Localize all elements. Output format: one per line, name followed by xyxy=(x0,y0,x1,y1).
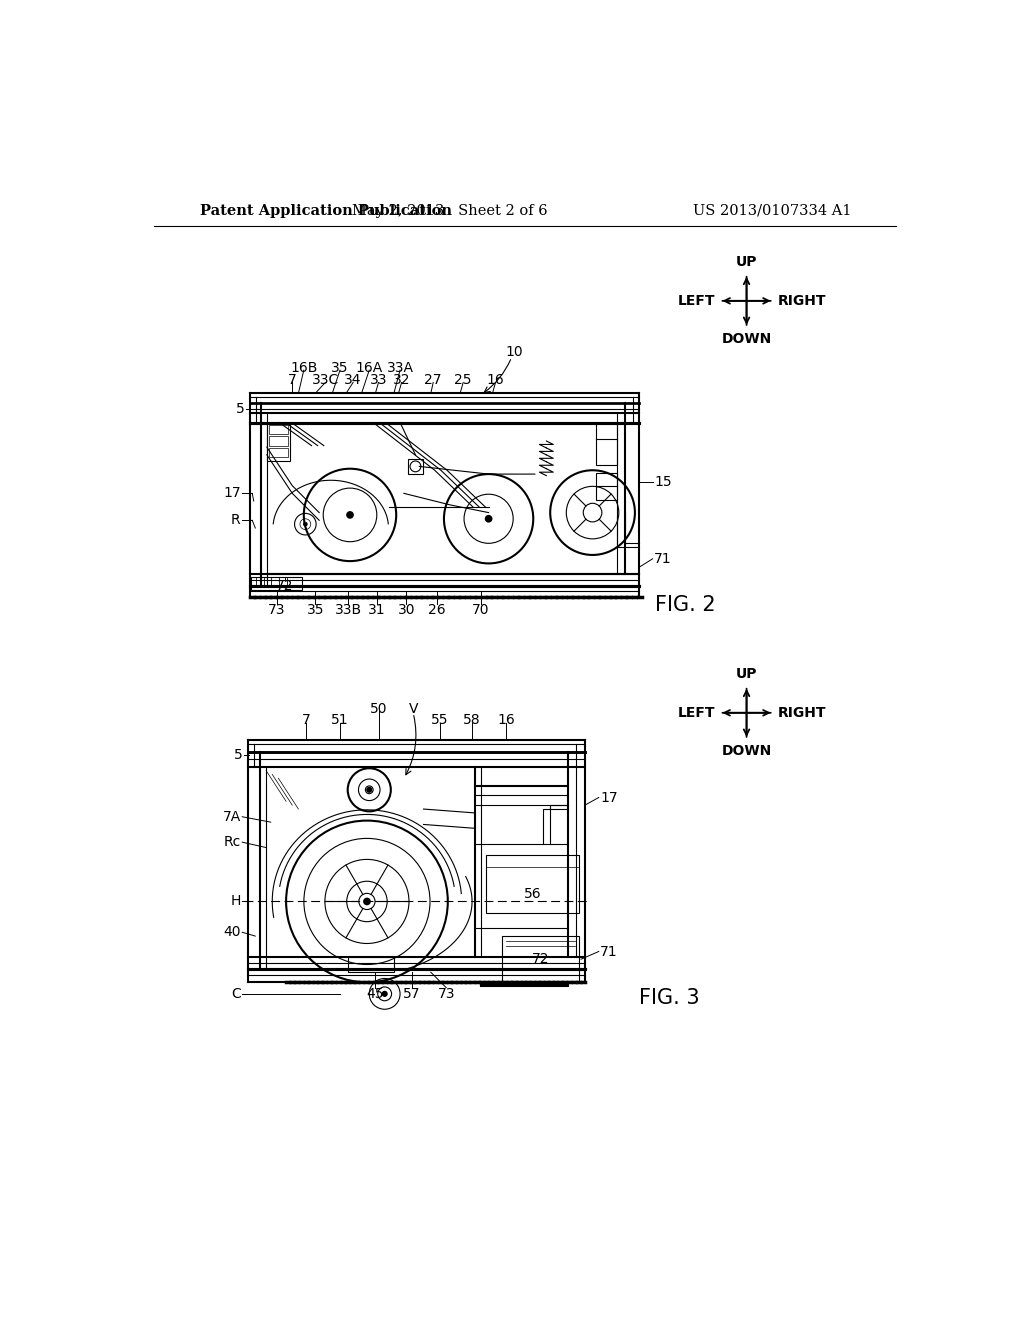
Text: R: R xyxy=(231,513,241,527)
Text: US 2013/0107334 A1: US 2013/0107334 A1 xyxy=(692,203,851,218)
Text: 73: 73 xyxy=(268,603,286,618)
Text: Patent Application Publication: Patent Application Publication xyxy=(200,203,452,218)
Text: RIGHT: RIGHT xyxy=(778,294,826,308)
Text: 10: 10 xyxy=(505,346,523,359)
Text: 16B: 16B xyxy=(290,360,317,375)
Text: 17: 17 xyxy=(600,791,617,804)
Text: 40: 40 xyxy=(223,925,241,940)
Text: 7: 7 xyxy=(288,374,297,387)
Text: Rc: Rc xyxy=(223,836,241,849)
Text: 51: 51 xyxy=(331,714,349,727)
Bar xyxy=(269,447,288,457)
Text: 72: 72 xyxy=(531,952,549,966)
Text: 32: 32 xyxy=(393,374,411,387)
Text: 33A: 33A xyxy=(387,360,414,375)
Text: 33B: 33B xyxy=(335,603,362,618)
Text: 27: 27 xyxy=(424,374,442,387)
Text: 31: 31 xyxy=(369,603,386,618)
Text: 33: 33 xyxy=(370,374,387,387)
Text: 7: 7 xyxy=(302,714,310,727)
Text: 45: 45 xyxy=(367,987,384,1001)
Text: 16A: 16A xyxy=(355,360,383,375)
Bar xyxy=(596,422,617,465)
Circle shape xyxy=(346,511,354,519)
Text: LEFT: LEFT xyxy=(678,294,715,308)
Bar xyxy=(596,473,617,499)
Bar xyxy=(486,855,579,913)
Text: 26: 26 xyxy=(428,603,445,618)
Circle shape xyxy=(367,787,373,793)
Text: C: C xyxy=(231,987,241,1001)
Bar xyxy=(348,957,394,973)
Text: 35: 35 xyxy=(306,603,325,618)
Text: 16: 16 xyxy=(486,374,505,387)
Text: May 2, 2013   Sheet 2 of 6: May 2, 2013 Sheet 2 of 6 xyxy=(352,203,548,218)
Text: 73: 73 xyxy=(437,987,455,1001)
Text: 17: 17 xyxy=(223,486,241,500)
Text: V: V xyxy=(409,702,418,715)
Text: DOWN: DOWN xyxy=(722,744,772,759)
Text: 35: 35 xyxy=(331,360,349,375)
Bar xyxy=(502,936,579,982)
Text: 5: 5 xyxy=(233,748,243,762)
Text: 5: 5 xyxy=(236,401,245,416)
Bar xyxy=(269,425,288,434)
Text: UP: UP xyxy=(736,667,758,681)
Circle shape xyxy=(364,898,371,906)
Text: 71: 71 xyxy=(654,552,672,566)
Bar xyxy=(267,422,290,461)
Text: 50: 50 xyxy=(370,702,387,715)
Text: 7A: 7A xyxy=(222,809,241,824)
Text: 56: 56 xyxy=(523,887,542,900)
Text: 72: 72 xyxy=(275,578,293,593)
Bar xyxy=(269,437,288,446)
Text: UP: UP xyxy=(736,255,758,269)
Text: 25: 25 xyxy=(455,374,472,387)
Text: 58: 58 xyxy=(463,714,480,727)
Text: 57: 57 xyxy=(402,987,421,1001)
Text: H: H xyxy=(230,895,241,908)
Bar xyxy=(252,577,301,590)
Circle shape xyxy=(303,521,307,527)
Text: 33C: 33C xyxy=(311,374,339,387)
Text: FIG. 3: FIG. 3 xyxy=(639,987,699,1007)
Text: 15: 15 xyxy=(654,475,672,488)
Text: 16: 16 xyxy=(498,714,515,727)
Text: 30: 30 xyxy=(397,603,415,618)
Circle shape xyxy=(484,515,493,523)
Text: 55: 55 xyxy=(431,714,449,727)
Text: LEFT: LEFT xyxy=(678,706,715,719)
Text: 34: 34 xyxy=(344,374,361,387)
Bar xyxy=(408,459,423,474)
Text: 70: 70 xyxy=(472,603,489,618)
Text: 71: 71 xyxy=(600,945,617,958)
Text: RIGHT: RIGHT xyxy=(778,706,826,719)
Text: DOWN: DOWN xyxy=(722,333,772,346)
Circle shape xyxy=(382,991,388,997)
Text: FIG. 2: FIG. 2 xyxy=(654,595,716,615)
